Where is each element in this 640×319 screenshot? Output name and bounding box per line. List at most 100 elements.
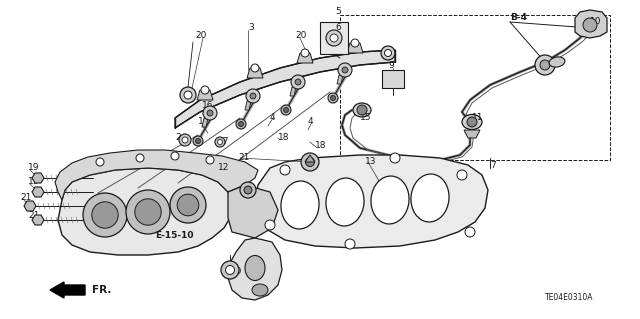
- Text: 3: 3: [248, 24, 253, 33]
- Text: B-4: B-4: [510, 13, 527, 23]
- Circle shape: [179, 134, 191, 146]
- Circle shape: [281, 105, 291, 115]
- Circle shape: [225, 265, 234, 275]
- Text: 18: 18: [315, 140, 326, 150]
- Text: FR.: FR.: [92, 285, 111, 295]
- Circle shape: [126, 190, 170, 234]
- Circle shape: [381, 46, 395, 60]
- Circle shape: [244, 186, 252, 194]
- Text: 17: 17: [218, 137, 230, 146]
- Circle shape: [284, 108, 289, 113]
- Polygon shape: [32, 215, 44, 225]
- Circle shape: [326, 30, 342, 46]
- Circle shape: [240, 182, 256, 198]
- Ellipse shape: [462, 115, 482, 130]
- Circle shape: [583, 18, 597, 32]
- Circle shape: [467, 117, 477, 127]
- Polygon shape: [228, 238, 282, 300]
- Circle shape: [301, 49, 309, 57]
- Text: 5: 5: [335, 8, 340, 17]
- Circle shape: [136, 154, 144, 162]
- Circle shape: [201, 86, 209, 94]
- Text: 20: 20: [295, 31, 307, 40]
- Polygon shape: [228, 185, 278, 238]
- Circle shape: [351, 39, 359, 47]
- Ellipse shape: [326, 178, 364, 226]
- Polygon shape: [58, 168, 232, 255]
- Circle shape: [328, 93, 338, 103]
- Text: 4: 4: [270, 114, 276, 122]
- Polygon shape: [32, 173, 44, 183]
- Text: 10: 10: [590, 18, 602, 26]
- Polygon shape: [575, 10, 607, 38]
- Circle shape: [182, 137, 188, 143]
- Text: 4: 4: [308, 117, 314, 127]
- Circle shape: [357, 105, 367, 115]
- Circle shape: [280, 165, 290, 175]
- Circle shape: [291, 75, 305, 89]
- Circle shape: [171, 152, 179, 160]
- Polygon shape: [197, 90, 213, 100]
- Polygon shape: [347, 43, 363, 53]
- Polygon shape: [255, 155, 488, 248]
- Circle shape: [330, 34, 338, 42]
- Ellipse shape: [371, 176, 409, 224]
- Circle shape: [345, 239, 355, 249]
- Circle shape: [305, 158, 314, 167]
- Circle shape: [330, 95, 335, 100]
- Text: 21: 21: [28, 211, 40, 219]
- Polygon shape: [297, 53, 313, 63]
- Circle shape: [170, 187, 206, 223]
- Text: 15: 15: [360, 114, 371, 122]
- Circle shape: [265, 220, 275, 230]
- Circle shape: [92, 202, 118, 228]
- Circle shape: [390, 153, 400, 163]
- Ellipse shape: [549, 57, 565, 67]
- Circle shape: [218, 139, 223, 145]
- Text: 13: 13: [365, 158, 376, 167]
- Text: 11: 11: [472, 114, 483, 122]
- Circle shape: [96, 158, 104, 166]
- Circle shape: [215, 137, 225, 147]
- Circle shape: [236, 119, 246, 129]
- Text: 20: 20: [230, 268, 241, 277]
- Polygon shape: [337, 75, 343, 84]
- Text: 1: 1: [198, 117, 204, 127]
- Circle shape: [239, 122, 243, 127]
- Circle shape: [338, 63, 352, 77]
- Circle shape: [203, 106, 217, 120]
- Ellipse shape: [252, 284, 268, 296]
- Text: 16: 16: [202, 100, 214, 109]
- Circle shape: [221, 261, 239, 279]
- Circle shape: [540, 60, 550, 70]
- Circle shape: [385, 49, 392, 56]
- Ellipse shape: [281, 181, 319, 229]
- Text: 6: 6: [335, 24, 340, 33]
- Text: E-15-10: E-15-10: [155, 231, 193, 240]
- FancyArrow shape: [50, 282, 85, 298]
- Ellipse shape: [411, 174, 449, 222]
- Circle shape: [465, 227, 475, 237]
- Text: 14: 14: [550, 57, 561, 66]
- Circle shape: [535, 55, 555, 75]
- Text: TE04E0310A: TE04E0310A: [545, 293, 593, 302]
- Text: 18: 18: [278, 133, 289, 143]
- Text: 9: 9: [388, 61, 394, 70]
- Polygon shape: [32, 187, 44, 197]
- Polygon shape: [290, 87, 296, 96]
- Text: 19: 19: [28, 177, 40, 187]
- Bar: [320, 22, 348, 54]
- Ellipse shape: [353, 103, 371, 117]
- Circle shape: [206, 156, 214, 164]
- Text: 12: 12: [218, 164, 229, 173]
- Circle shape: [177, 194, 199, 216]
- Circle shape: [180, 87, 196, 103]
- Circle shape: [83, 193, 127, 237]
- Text: 21: 21: [20, 194, 31, 203]
- Circle shape: [135, 199, 161, 225]
- Polygon shape: [24, 201, 36, 211]
- Text: 19: 19: [28, 164, 40, 173]
- Polygon shape: [175, 50, 395, 128]
- Bar: [382, 70, 404, 88]
- Text: 20: 20: [195, 31, 206, 40]
